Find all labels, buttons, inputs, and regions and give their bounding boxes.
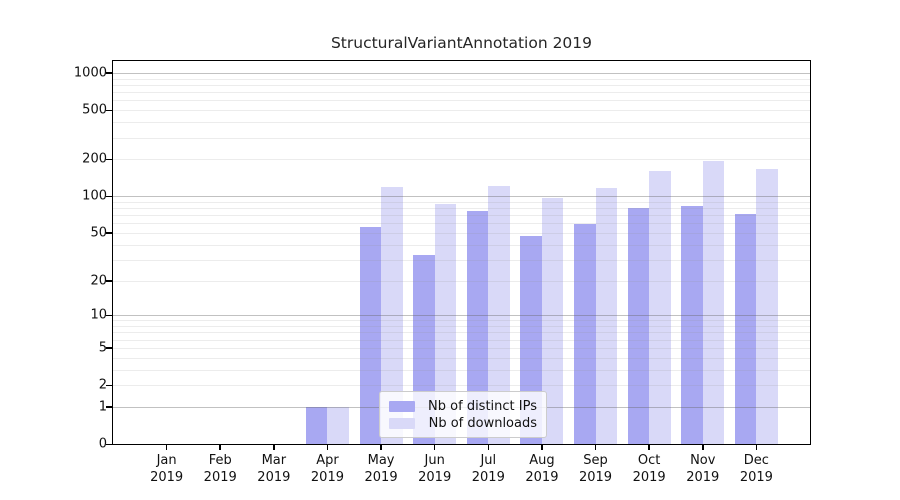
legend-row-distinct-ips: Nb of distinct IPs [389,399,537,414]
bar-downloads-Jul [488,186,510,444]
minor-gridline [113,339,810,341]
minor-gridline [113,100,810,102]
y-tick-label: 1000 [73,65,107,81]
bar-distinct-ips-Apr [305,406,328,444]
minor-gridline [113,357,810,359]
bar-downloads-May [381,187,403,444]
bar-downloads-Sep [595,188,618,444]
y-tick-mark [106,443,113,445]
minor-gridline [113,326,810,327]
y-tick-mark [106,158,113,161]
legend-label-downloads: Nb of downloads [428,416,537,431]
y-tick-label: 5 [98,340,107,356]
x-tick-mark [273,444,275,450]
y-tick-mark [106,109,113,112]
bar-distinct-ips-May [359,226,382,444]
x-tick-label: Jan 2019 [150,453,184,485]
minor-gridline [113,201,810,203]
minor-gridline [113,223,810,225]
x-tick-mark [219,444,221,450]
x-tick-mark [541,444,543,450]
bar-downloads-Nov [702,160,725,444]
y-tick-mark [106,195,113,198]
x-tick-mark [594,444,597,450]
x-tick-label: Jul 2019 [471,453,505,485]
bar-downloads-Jun [434,203,457,444]
y-tick-label: 100 [82,188,107,204]
x-tick-mark [702,444,704,450]
x-tick-mark [755,444,758,450]
minor-gridline [113,208,810,210]
y-tick-mark [106,347,113,349]
minor-gridline [113,137,810,139]
y-tick-label: 0 [98,436,107,452]
bar-distinct-ips-Dec [734,213,757,444]
minor-gridline [113,280,810,282]
minor-gridline [113,385,810,386]
x-tick-mark [648,444,650,450]
x-tick-label: Jun 2019 [418,453,452,485]
legend-row-downloads: Nb of downloads [389,416,537,431]
minor-gridline [113,84,810,86]
x-tick-mark [326,444,329,450]
y-tick-mark [106,72,113,74]
minor-gridline [113,92,810,94]
major-gridline [113,315,810,317]
x-tick-label: Sep 2019 [578,453,613,485]
y-tick-label: 1 [98,399,107,415]
x-tick-label: Feb 2019 [203,453,237,485]
x-tick-mark [487,444,490,450]
legend-label-distinct-ips: Nb of distinct IPs [428,399,537,414]
minor-gridline [113,110,810,112]
bar-downloads-Aug [541,197,564,444]
minor-gridline [113,215,810,217]
x-tick-label: Apr 2019 [310,453,344,485]
y-tick-label: 20 [90,273,107,288]
x-tick-mark [380,444,382,450]
bar-downloads-Dec [756,168,778,444]
y-tick-mark [106,280,113,282]
major-gridline [113,196,810,198]
y-tick-label: 50 [90,225,107,241]
chart-title: StructuralVariantAnnotation 2019 [330,34,593,52]
minor-gridline [113,320,810,322]
y-tick-mark [106,314,113,317]
minor-gridline [113,332,810,334]
bar-distinct-ips-Nov [681,206,703,444]
minor-gridline [113,347,810,349]
x-tick-label: Aug 2019 [525,453,559,485]
legend-swatch-downloads [389,418,415,429]
major-gridline [113,72,810,74]
plot-area: 0 1 2 5 10 20 50 100 200 500 1000 Jan 2019 Feb 2019 Mar… [74,60,811,485]
x-tick-label: May 2019 [364,453,398,485]
y-tick-label: 500 [82,102,107,118]
bar-distinct-ips-Oct [627,208,650,444]
y-tick-mark [106,232,113,234]
bar-distinct-ips-Sep [574,224,596,444]
y-tick-mark [106,406,113,408]
x-tick-mark [165,444,168,450]
bar-downloads-Oct [649,171,671,444]
x-tick-label: Mar 2019 [257,453,291,485]
bar-downloads-Apr [327,406,349,444]
x-tick-label: Dec 2019 [739,453,773,485]
minor-gridline [113,369,810,371]
x-tick-label: Oct 2019 [632,453,666,485]
minor-gridline [113,159,810,161]
minor-gridline [113,259,810,261]
x-tick-label: Nov 2019 [686,453,720,485]
legend-swatch-distinct-ips [389,401,415,412]
minor-gridline [113,122,810,124]
minor-gridline [113,232,810,234]
bar-distinct-ips-Jul [466,211,489,444]
y-tick-label: 200 [82,151,107,167]
y-tick-label: 2 [98,377,107,393]
y-tick-label: 10 [90,307,107,323]
y-tick-mark [106,384,113,386]
minor-gridline [113,244,810,246]
minor-gridline [113,78,810,80]
legend: Nb of distinct IPs Nb of downloads [379,391,547,438]
x-tick-mark [433,444,436,450]
